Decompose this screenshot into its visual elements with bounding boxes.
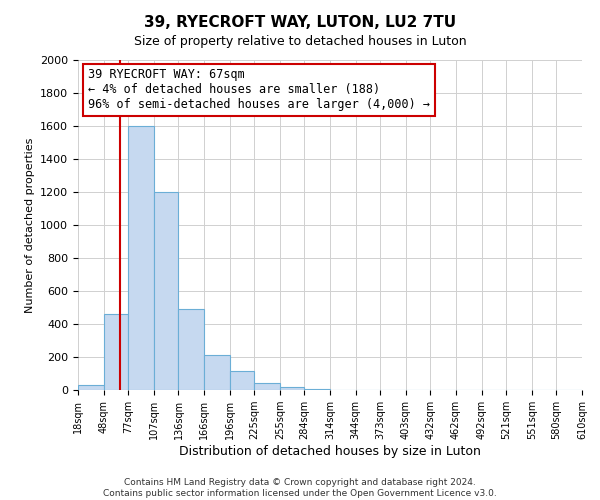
X-axis label: Distribution of detached houses by size in Luton: Distribution of detached houses by size … xyxy=(179,445,481,458)
Y-axis label: Number of detached properties: Number of detached properties xyxy=(25,138,35,312)
Bar xyxy=(230,371,254,390)
Bar xyxy=(178,309,204,390)
Bar xyxy=(280,386,304,390)
Bar xyxy=(78,385,104,390)
Text: Contains HM Land Registry data © Crown copyright and database right 2024.
Contai: Contains HM Land Registry data © Crown c… xyxy=(103,478,497,498)
Bar xyxy=(128,126,154,390)
Text: 39, RYECROFT WAY, LUTON, LU2 7TU: 39, RYECROFT WAY, LUTON, LU2 7TU xyxy=(144,15,456,30)
Bar xyxy=(204,356,230,390)
Bar xyxy=(154,192,178,390)
Text: 39 RYECROFT WAY: 67sqm
← 4% of detached houses are smaller (188)
96% of semi-det: 39 RYECROFT WAY: 67sqm ← 4% of detached … xyxy=(88,68,430,112)
Text: Size of property relative to detached houses in Luton: Size of property relative to detached ho… xyxy=(134,35,466,48)
Bar xyxy=(304,389,330,390)
Bar xyxy=(104,314,128,390)
Bar xyxy=(254,382,280,390)
